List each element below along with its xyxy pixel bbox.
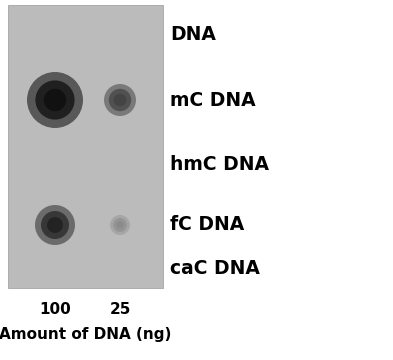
Circle shape [27,72,83,128]
Text: 100: 100 [39,302,71,318]
Circle shape [113,218,127,232]
Text: DNA: DNA [170,26,216,45]
Circle shape [47,217,63,233]
Text: 25: 25 [109,302,131,318]
Circle shape [35,80,75,120]
Circle shape [35,205,75,245]
Text: fC DNA: fC DNA [170,216,244,234]
Circle shape [109,89,131,111]
Text: Amount of DNA (ng): Amount of DNA (ng) [0,328,171,342]
Circle shape [44,89,66,111]
Text: mC DNA: mC DNA [170,90,255,109]
Circle shape [114,94,127,107]
Text: hmC DNA: hmC DNA [170,156,269,175]
Circle shape [110,215,130,235]
Bar [8,5,163,288]
Circle shape [116,221,124,229]
Circle shape [104,84,136,116]
Text: caC DNA: caC DNA [170,258,260,278]
Circle shape [41,211,69,239]
